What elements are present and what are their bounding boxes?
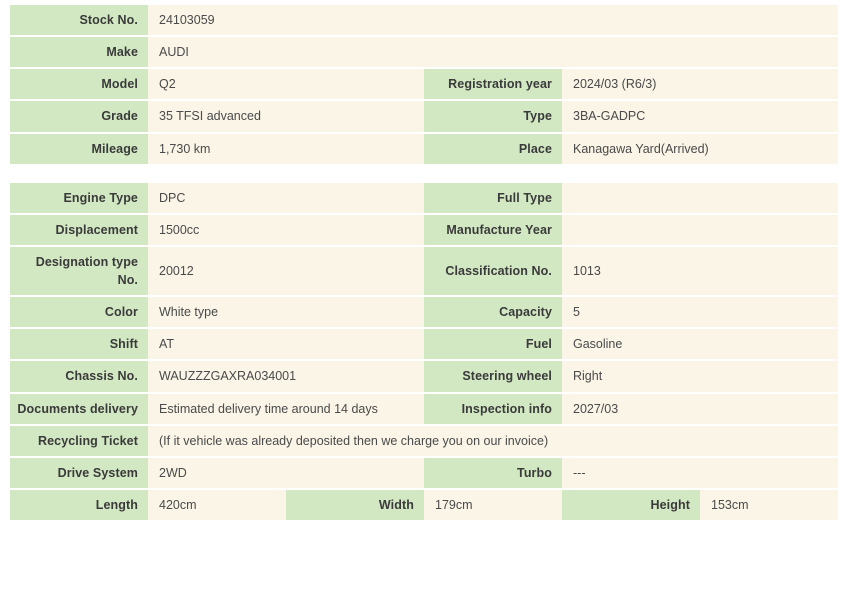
field-value-capacity: 5 [562,297,839,328]
basic-info-table: Stock No. 24103059 Make AUDI Model Q2 Re… [10,3,839,166]
field-label-mileage: Mileage [10,133,148,164]
field-label-fuel: Fuel [424,329,562,360]
field-value-model: Q2 [148,69,424,100]
field-label-color: Color [10,297,148,328]
field-label-place: Place [424,133,562,164]
field-value-chassis-no: WAUZZZGAXRA034001 [148,361,424,392]
field-label-length: Length [10,489,148,520]
field-value-place: Kanagawa Yard(Arrived) [562,133,839,164]
table-row: Grade 35 TFSI advanced Type 3BA-GADPC [10,101,839,132]
field-value-displacement: 1500cc [148,214,424,245]
field-label-width: Width [286,489,424,520]
field-value-designation-type-no: 20012 [148,246,424,296]
table-row: Displacement 1500cc Manufacture Year [10,214,839,245]
field-label-displacement: Displacement [10,214,148,245]
field-value-manufacture-year [562,214,839,245]
table-row: Mileage 1,730 km Place Kanagawa Yard(Arr… [10,133,839,164]
field-value-recycling-ticket: (If it vehicle was already deposited the… [148,425,839,456]
table-row: Color White type Capacity 5 [10,297,839,328]
field-value-steering-wheel: Right [562,361,839,392]
table-row-dimensions: Length 420cm Width 179cm Height 153cm [10,489,839,520]
field-label-recycling-ticket: Recycling Ticket [10,425,148,456]
table-row: Model Q2 Registration year 2024/03 (R6/3… [10,69,839,100]
field-label-make: Make [10,37,148,68]
field-label-classification-no: Classification No. [424,246,562,296]
field-label-engine-type: Engine Type [10,182,148,213]
field-value-engine-type: DPC [148,182,424,213]
table-row: Shift AT Fuel Gasoline [10,329,839,360]
field-label-registration-year: Registration year [424,69,562,100]
field-value-type: 3BA-GADPC [562,101,839,132]
field-value-color: White type [148,297,424,328]
field-value-make: AUDI [148,37,839,68]
field-value-fuel: Gasoline [562,329,839,360]
field-value-mileage: 1,730 km [148,133,424,164]
field-label-chassis-no: Chassis No. [10,361,148,392]
table-row: Make AUDI [10,37,839,68]
field-value-classification-no: 1013 [562,246,839,296]
detail-spec-table: Engine Type DPC Full Type Displacement 1… [10,181,839,522]
field-value-turbo: --- [562,457,839,488]
field-value-shift: AT [148,329,424,360]
table-row: Drive System 2WD Turbo --- [10,457,839,488]
field-label-inspection-info: Inspection info [424,393,562,424]
field-value-length: 420cm [148,489,286,520]
field-label-steering-wheel: Steering wheel [424,361,562,392]
field-label-capacity: Capacity [424,297,562,328]
field-value-height: 153cm [700,489,839,520]
field-label-shift: Shift [10,329,148,360]
field-label-designation-type-no: Designation type No. [10,246,148,296]
field-label-type: Type [424,101,562,132]
field-value-inspection-info: 2027/03 [562,393,839,424]
field-label-manufacture-year: Manufacture Year [424,214,562,245]
field-value-width: 179cm [424,489,562,520]
field-value-registration-year: 2024/03 (R6/3) [562,69,839,100]
field-label-documents-delivery: Documents delivery [10,393,148,424]
field-label-grade: Grade [10,101,148,132]
table-row: Stock No. 24103059 [10,5,839,36]
vehicle-spec-sheet: Stock No. 24103059 Make AUDI Model Q2 Re… [0,3,844,597]
field-label-drive-system: Drive System [10,457,148,488]
field-value-stock-no: 24103059 [148,5,839,36]
field-label-full-type: Full Type [424,182,562,213]
field-value-documents-delivery: Estimated delivery time around 14 days [148,393,424,424]
field-value-full-type [562,182,839,213]
field-label-stock-no: Stock No. [10,5,148,36]
table-row: Chassis No. WAUZZZGAXRA034001 Steering w… [10,361,839,392]
field-label-model: Model [10,69,148,100]
table-row: Recycling Ticket (If it vehicle was alre… [10,425,839,456]
field-value-drive-system: 2WD [148,457,424,488]
field-label-height: Height [562,489,700,520]
table-row: Designation type No. 20012 Classificatio… [10,246,839,296]
field-label-turbo: Turbo [424,457,562,488]
table-row: Documents delivery Estimated delivery ti… [10,393,839,424]
table-row: Engine Type DPC Full Type [10,182,839,213]
field-value-grade: 35 TFSI advanced [148,101,424,132]
